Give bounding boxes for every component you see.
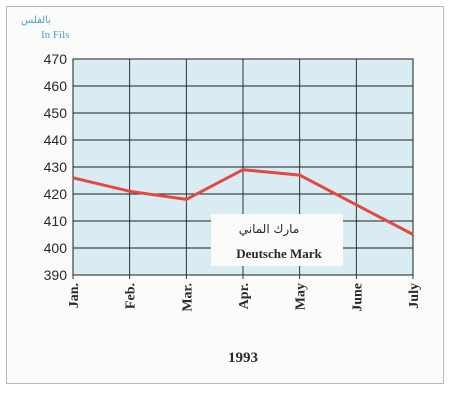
x-tick-label: Mar. [180,283,195,312]
x-tick-label: Apr. [237,283,252,309]
plot-border [72,58,414,276]
y-tick-label: 440 [44,132,68,148]
y-tick-label: 430 [44,159,68,175]
x-axis-ticks: Jan. Feb. Mar. Apr. May June July [67,283,422,312]
y-tick-label: 400 [44,240,68,256]
x-tick-label: Feb. [124,283,139,309]
unit-label-arabic: بالفلس [21,15,51,26]
series-label-box [211,214,343,266]
x-tick-label: May [294,283,309,310]
series-line-deutsche-mark [72,168,414,236]
series-label-english: Deutsche Mark [236,246,322,261]
line-chart: 390 400 410 420 430 440 450 460 470 Jan. Feb. Mar.… [21,15,422,366]
y-axis-ticks: 390 400 410 420 430 440 450 460 470 [44,51,68,283]
x-tick-label: June [350,283,365,312]
x-tick-label: July [407,283,422,309]
y-tick-label: 460 [44,78,68,94]
series-label-arabic: مارك الماني [239,222,300,237]
x-tick-label: Jan. [67,283,82,308]
y-tick-label: 420 [44,186,68,202]
chart-frame: 390 400 410 420 430 440 450 460 470 Jan. Feb. Mar.… [6,6,444,384]
y-tick-label: 390 [44,267,68,283]
y-tick-label: 470 [44,51,68,67]
y-tick-label: 410 [44,213,68,229]
y-tick-label: 450 [44,105,68,121]
x-axis-title: 1993 [228,350,258,366]
unit-label-english: In Fils [41,29,69,41]
